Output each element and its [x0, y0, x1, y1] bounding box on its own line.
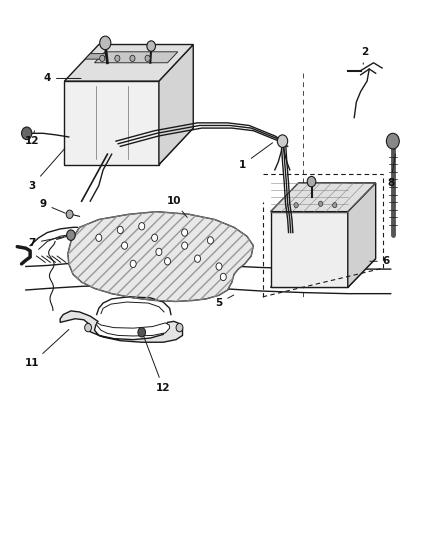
Circle shape: [194, 255, 201, 262]
Circle shape: [117, 227, 123, 233]
Text: 3: 3: [28, 149, 65, 190]
Polygon shape: [64, 128, 193, 165]
Polygon shape: [85, 54, 107, 59]
Circle shape: [182, 242, 187, 249]
Circle shape: [147, 41, 155, 51]
Polygon shape: [271, 212, 348, 287]
Circle shape: [176, 324, 183, 332]
Text: 5: 5: [215, 295, 234, 308]
Circle shape: [130, 260, 136, 268]
Circle shape: [277, 135, 288, 148]
Text: 11: 11: [25, 329, 69, 368]
Polygon shape: [271, 259, 376, 287]
Circle shape: [66, 210, 73, 219]
Circle shape: [100, 55, 105, 61]
Circle shape: [220, 273, 226, 280]
Circle shape: [67, 230, 75, 240]
Circle shape: [21, 127, 32, 140]
Circle shape: [332, 203, 337, 208]
Text: 9: 9: [39, 199, 65, 213]
Polygon shape: [159, 45, 193, 165]
Circle shape: [145, 55, 150, 61]
Circle shape: [139, 223, 145, 230]
Polygon shape: [68, 212, 253, 302]
Polygon shape: [60, 311, 183, 342]
Circle shape: [165, 257, 170, 265]
Circle shape: [208, 237, 213, 244]
Text: 6: 6: [370, 256, 390, 266]
Text: 7: 7: [28, 237, 64, 248]
Circle shape: [100, 36, 111, 50]
Circle shape: [294, 203, 298, 208]
Text: 8: 8: [387, 155, 396, 188]
Text: 4: 4: [44, 74, 81, 84]
Circle shape: [182, 229, 187, 236]
Polygon shape: [348, 183, 376, 287]
Text: 1: 1: [239, 143, 272, 169]
Circle shape: [122, 242, 127, 249]
Circle shape: [152, 234, 158, 241]
Polygon shape: [64, 81, 159, 165]
Text: 10: 10: [167, 196, 187, 217]
Circle shape: [138, 328, 145, 337]
Polygon shape: [97, 322, 170, 336]
Circle shape: [307, 176, 316, 187]
Circle shape: [386, 133, 399, 149]
Text: 12: 12: [25, 131, 39, 146]
Polygon shape: [95, 52, 178, 63]
Circle shape: [156, 248, 162, 255]
Circle shape: [216, 263, 222, 270]
Circle shape: [85, 324, 92, 332]
Polygon shape: [271, 183, 376, 212]
Text: 2: 2: [361, 47, 368, 64]
Circle shape: [318, 201, 323, 206]
Text: 12: 12: [144, 336, 170, 393]
Circle shape: [96, 234, 102, 241]
Polygon shape: [64, 45, 193, 81]
Circle shape: [130, 55, 135, 61]
Circle shape: [115, 55, 120, 61]
